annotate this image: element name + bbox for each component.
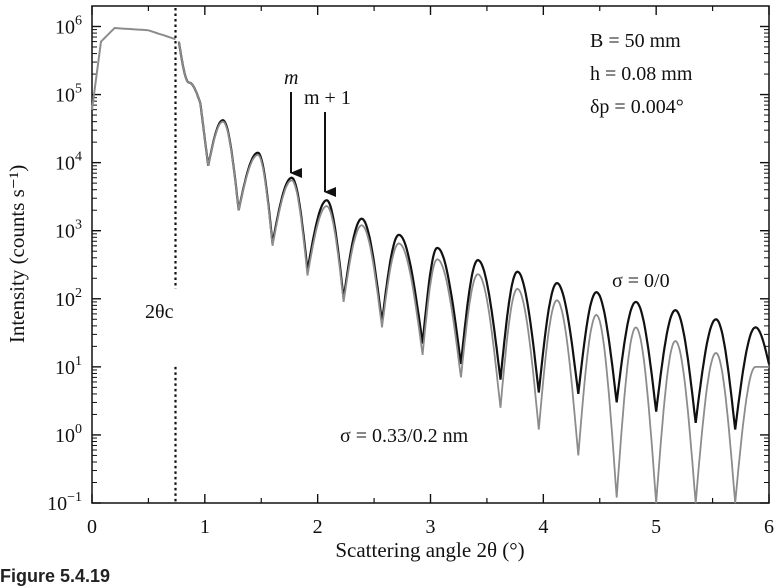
x-tick-label: 6: [764, 516, 774, 538]
critical-angle-label: 2θc: [145, 301, 174, 323]
axis-ticks: [91, 6, 770, 504]
figure-caption: Figure 5.4.19: [0, 566, 111, 586]
y-tick-labels: 10−1 100 101 102 103 104 105 106: [47, 13, 82, 515]
x-tick-label: 2: [313, 516, 323, 538]
xrr-chart: 0 1 2 3 4 5 6 10−1 100 101 102 103 104 105 106 2θc m …: [5, 5, 774, 562]
x-tick-label: 4: [538, 516, 548, 538]
param-B: B = 50 mm: [590, 30, 681, 52]
legend-rough: σ = 0.33/0.2 nm: [340, 425, 469, 447]
label-m-plus-1: m + 1: [304, 87, 351, 109]
x-tick-label: 5: [651, 516, 661, 538]
y-tick-label: 103: [55, 218, 82, 243]
y-tick-label: 101: [55, 354, 82, 379]
x-tick-label: 3: [426, 516, 436, 538]
total-reflection-plateau: [91, 26, 176, 110]
param-h: h = 0.08 mm: [590, 63, 693, 85]
x-tick-label: 1: [200, 516, 210, 538]
y-tick-label: 102: [55, 286, 82, 311]
y-tick-label: 100: [55, 422, 82, 447]
critical-angle-text: 2θc: [145, 301, 174, 323]
series-rough-curve: [178, 41, 769, 504]
y-tick-label: 105: [55, 82, 82, 107]
y-axis-title: Intensity (counts s⁻¹): [5, 165, 29, 343]
x-tick-labels: 0 1 2 3 4 5 6: [87, 516, 774, 538]
y-tick-label: 106: [55, 13, 82, 38]
param-delta-p: δp = 0.004°: [590, 96, 684, 118]
y-tick-label: 104: [55, 150, 82, 175]
x-axis-title: Scattering angle 2θ (°): [335, 538, 524, 562]
x-tick-label: 0: [87, 516, 97, 538]
label-m: m: [284, 67, 298, 89]
legend-smooth: σ = 0/0: [612, 270, 670, 292]
y-tick-label: 10−1: [47, 490, 82, 515]
